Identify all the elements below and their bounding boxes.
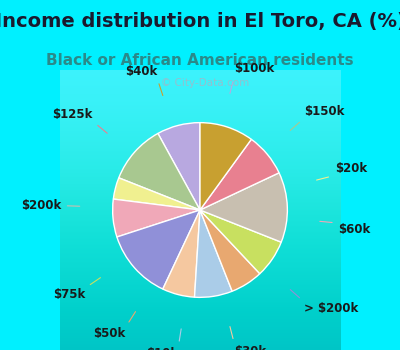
Text: > $200k: > $200k bbox=[304, 302, 358, 315]
Wedge shape bbox=[117, 210, 200, 289]
Text: © City-Data.com: © City-Data.com bbox=[162, 78, 250, 89]
Text: $100k: $100k bbox=[234, 62, 275, 75]
Wedge shape bbox=[119, 133, 200, 210]
Text: $10k: $10k bbox=[146, 348, 178, 350]
Wedge shape bbox=[200, 210, 260, 291]
Wedge shape bbox=[200, 139, 279, 210]
Text: $50k: $50k bbox=[93, 328, 126, 341]
Text: $125k: $125k bbox=[52, 108, 93, 121]
Wedge shape bbox=[163, 210, 200, 297]
Wedge shape bbox=[200, 210, 281, 274]
Wedge shape bbox=[113, 178, 200, 210]
Text: $30k: $30k bbox=[234, 345, 267, 350]
Wedge shape bbox=[200, 173, 287, 242]
Text: $60k: $60k bbox=[338, 223, 371, 236]
Text: $75k: $75k bbox=[53, 288, 85, 301]
Wedge shape bbox=[158, 122, 200, 210]
Text: $20k: $20k bbox=[335, 162, 367, 175]
Wedge shape bbox=[194, 210, 232, 298]
Text: Income distribution in El Toro, CA (%): Income distribution in El Toro, CA (%) bbox=[0, 12, 400, 31]
Text: Black or African American residents: Black or African American residents bbox=[46, 52, 354, 68]
Text: $200k: $200k bbox=[21, 199, 61, 212]
Wedge shape bbox=[200, 122, 251, 210]
Text: $150k: $150k bbox=[304, 105, 345, 118]
Text: $40k: $40k bbox=[125, 65, 157, 78]
Wedge shape bbox=[113, 199, 200, 237]
